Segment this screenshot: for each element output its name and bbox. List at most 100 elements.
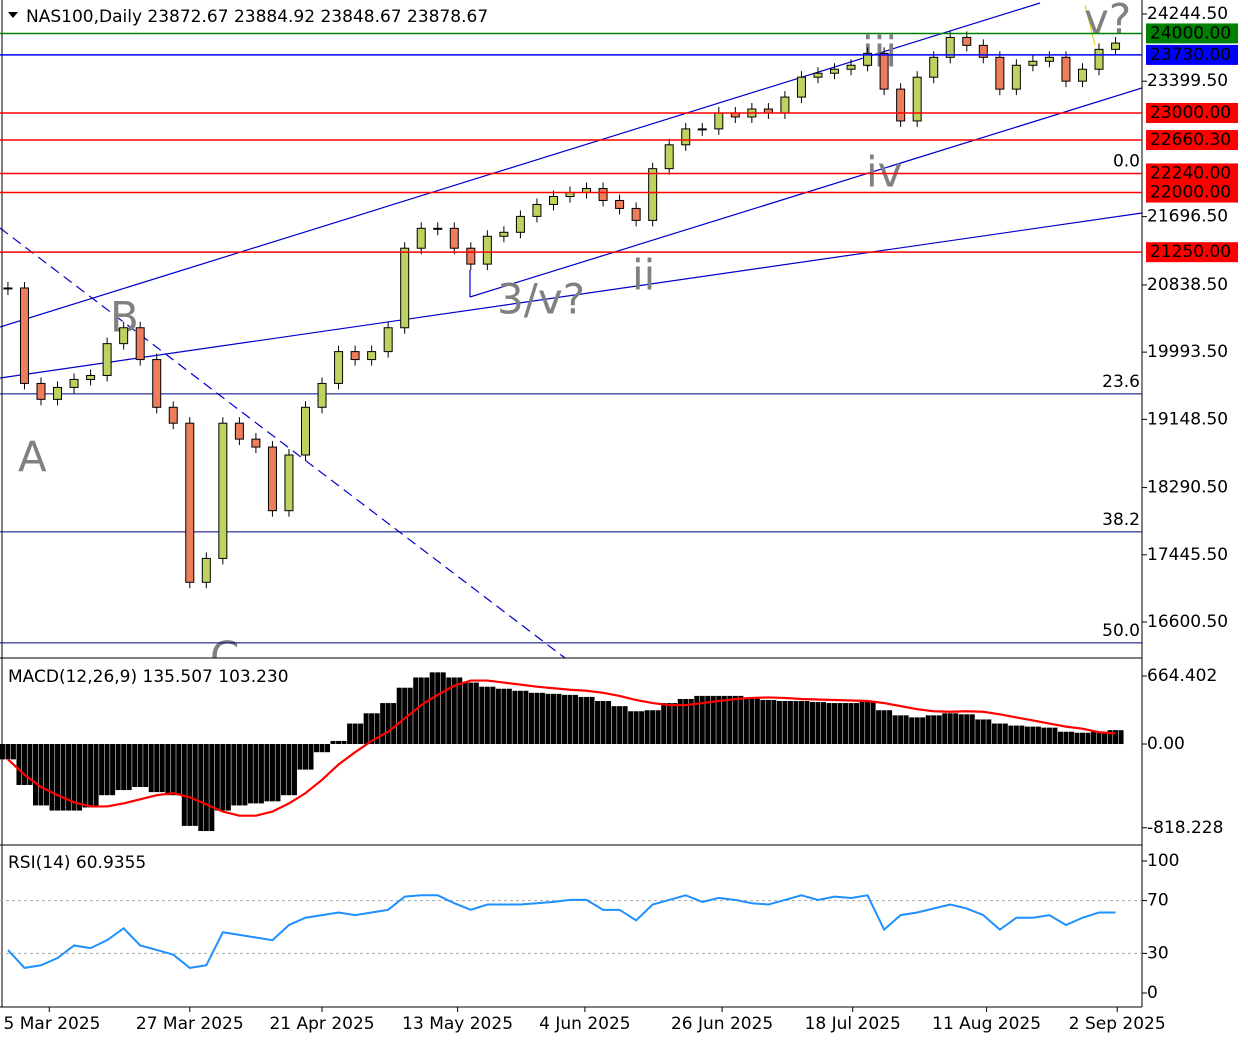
macd-bar: [820, 702, 826, 745]
x-tick-label: 11 Aug 2025: [932, 1014, 1041, 1034]
macd-bar: [341, 740, 347, 745]
macd-bar: [462, 682, 468, 745]
candle: [400, 247, 410, 329]
candle: [548, 196, 558, 205]
macd-bar: [391, 703, 397, 745]
readout: 60.9355: [76, 853, 146, 873]
level-badge: [1146, 242, 1238, 263]
macd-bar: [1085, 732, 1091, 745]
macd-bar: [396, 687, 402, 745]
y-tick-label: 0.00: [1147, 734, 1185, 754]
y-tick-label: 19993.50: [1147, 342, 1228, 362]
candle: [168, 406, 178, 424]
macd-bar: [275, 744, 281, 802]
fib-label: 23.6: [1102, 372, 1140, 392]
macd-bar: [407, 687, 413, 745]
x-tick-label: 21 Apr 2025: [269, 1014, 374, 1034]
macd-bar: [132, 744, 138, 788]
y-tick-label: 100: [1147, 851, 1179, 871]
macd-bar: [27, 744, 33, 785]
macd-bar: [319, 744, 325, 753]
macd-bar: [556, 693, 562, 745]
candle: [978, 44, 988, 58]
trend-line: [0, 212, 1142, 379]
macd-bar: [672, 703, 678, 745]
macd-bar: [606, 701, 612, 745]
macd-bar: [1091, 731, 1097, 745]
macd-bar: [876, 710, 882, 745]
y-tick-label: 70: [1147, 891, 1169, 911]
macd-bar: [595, 701, 601, 745]
candle: [185, 422, 195, 583]
candle: [863, 52, 873, 66]
candle: [846, 64, 856, 70]
ohlc-readout: 23884.92: [234, 7, 315, 27]
level-label: 22240.00: [1150, 163, 1231, 183]
macd-bar: [611, 706, 617, 745]
macd-bar: [55, 744, 61, 811]
macd-bar: [837, 703, 843, 745]
candle: [69, 378, 79, 388]
x-tick-label: 13 May 2025: [402, 1014, 513, 1034]
macd-bar: [446, 677, 452, 745]
macd-bar: [760, 699, 766, 745]
candle: [813, 72, 823, 78]
macd-bar: [110, 744, 116, 796]
macd-bar: [490, 686, 496, 745]
macd-bar: [203, 744, 209, 832]
macd-bar: [705, 695, 711, 745]
candle: [449, 227, 459, 249]
candle: [615, 199, 625, 209]
macd-bar: [809, 702, 815, 745]
macd-bar: [633, 711, 639, 745]
level-label: 22000.00: [1150, 183, 1231, 203]
macd-bar: [484, 686, 490, 745]
candle: [830, 68, 840, 74]
macd-bar: [953, 713, 959, 745]
macd-bar: [738, 695, 744, 745]
y-tick-label: -818.228: [1147, 818, 1223, 838]
macd-bar: [936, 715, 942, 745]
candle: [1094, 48, 1104, 70]
y-tick-label: 21696.50: [1147, 207, 1228, 227]
menu-arrow: [8, 12, 18, 18]
macd-bar: [1063, 731, 1069, 745]
macd-bar: [694, 695, 700, 745]
candle: [135, 327, 145, 361]
macd-bar: [148, 744, 154, 793]
macd-bar: [980, 719, 986, 745]
macd-bar: [176, 744, 182, 796]
macd-bar: [986, 719, 992, 745]
macd-bar: [589, 696, 595, 745]
macd-bar: [754, 697, 760, 745]
ohlc-readout: 23848.67: [320, 7, 401, 27]
candle: [648, 168, 658, 221]
macd-bar: [942, 713, 948, 745]
y-tick-label: 664.402: [1147, 666, 1217, 686]
macd-bar: [126, 744, 132, 791]
macd-bar: [661, 703, 667, 745]
candle: [697, 128, 707, 131]
macd-bar: [1074, 732, 1080, 745]
macd-bar: [727, 695, 733, 745]
macd-bar: [523, 690, 529, 745]
macd-bar: [468, 682, 474, 745]
candle: [714, 112, 724, 130]
fib-label: 50.0: [1102, 621, 1140, 641]
wave-label: 3/v?: [497, 275, 585, 324]
macd-bar: [969, 714, 975, 745]
macd-bar: [303, 744, 309, 770]
macd-bar: [181, 744, 187, 826]
candle: [218, 422, 228, 559]
candle: [780, 96, 790, 114]
level-badge: [1146, 44, 1238, 65]
candle: [1028, 60, 1038, 66]
y-tick-label: 18290.50: [1147, 478, 1228, 498]
macd-bar: [170, 744, 176, 796]
level-badge: [1146, 130, 1238, 151]
macd-bar: [21, 744, 27, 785]
ohlc-readout: 23878.67: [407, 7, 488, 27]
candle: [1011, 64, 1021, 90]
macd-bar: [782, 701, 788, 745]
y-tick-label: 24244.50: [1147, 4, 1228, 24]
